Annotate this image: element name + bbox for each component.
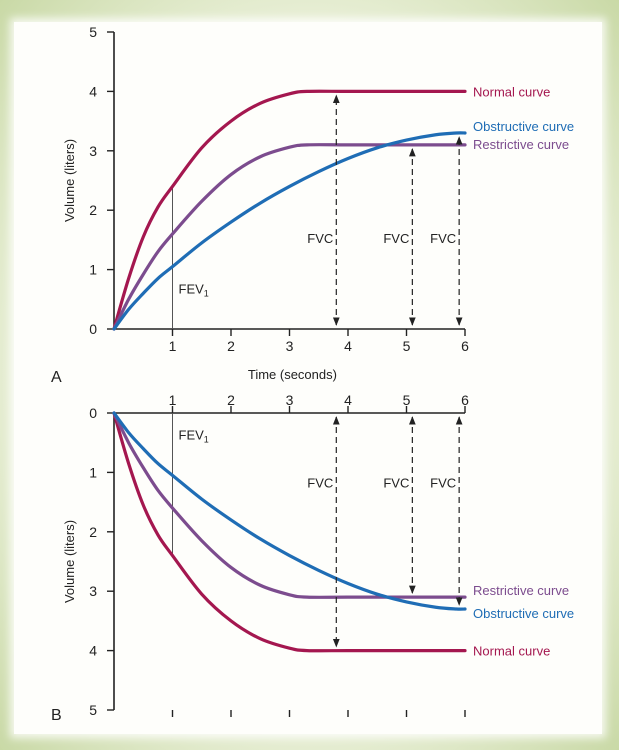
x-axis-label: Time (seconds) bbox=[248, 367, 337, 382]
series-normal-curve bbox=[112, 89, 467, 331]
x-tick-label: 3 bbox=[286, 338, 294, 354]
series-restrictive-curve bbox=[112, 411, 467, 599]
figure-panel bbox=[14, 22, 602, 734]
fvc-label: FVC bbox=[307, 475, 333, 490]
fev1-label-subscript: 1 bbox=[204, 288, 209, 298]
y-axis-label: Volume (liters) bbox=[62, 520, 77, 603]
series-restrictive-label: Restrictive curve bbox=[473, 583, 569, 598]
fev1-label-subscript: 1 bbox=[204, 435, 209, 445]
series-obstructive-label: Obstructive curve bbox=[473, 119, 574, 134]
y-tick-label: 5 bbox=[89, 702, 97, 718]
panel-label: A bbox=[51, 369, 62, 386]
x-tick-label: 2 bbox=[227, 392, 235, 408]
fvc-label: FVC bbox=[383, 231, 409, 246]
fev1-label-main: FEV bbox=[179, 428, 205, 443]
y-tick-label: 0 bbox=[89, 405, 97, 421]
y-axis-label: Volume (liters) bbox=[62, 139, 77, 222]
fvc-label: FVC bbox=[383, 475, 409, 490]
fev1-label-main: FEV bbox=[179, 281, 205, 296]
series-obstructive-label: Obstructive curve bbox=[473, 606, 574, 621]
y-tick-label: 2 bbox=[89, 524, 97, 540]
x-tick-label: 6 bbox=[461, 338, 469, 354]
series-normal-curve bbox=[112, 411, 467, 653]
x-tick-label: 5 bbox=[403, 338, 411, 354]
y-tick-label: 1 bbox=[89, 262, 97, 278]
series-obstructive-curve bbox=[112, 411, 467, 611]
x-tick-label: 5 bbox=[403, 392, 411, 408]
fvc-label: FVC bbox=[430, 231, 456, 246]
series-restrictive-curve bbox=[112, 143, 467, 331]
x-tick-label: 6 bbox=[461, 392, 469, 408]
series-obstructive-curve bbox=[112, 131, 467, 331]
x-tick-label: 3 bbox=[286, 392, 294, 408]
y-tick-label: 3 bbox=[89, 583, 97, 599]
x-tick-label: 1 bbox=[169, 392, 177, 408]
fev1-label: FEV1 bbox=[179, 281, 209, 298]
panel-label: B bbox=[51, 707, 62, 724]
y-tick-label: 3 bbox=[89, 143, 97, 159]
fvc-label: FVC bbox=[307, 231, 333, 246]
series-restrictive-label: Restrictive curve bbox=[473, 137, 569, 152]
chart-panel-a: 1 2 3 4 5 6 0 1 2 3 4 5 Volume (liters) Time (seconds… bbox=[51, 24, 574, 386]
y-tick-label: 2 bbox=[89, 202, 97, 218]
series-normal-label: Normal curve bbox=[473, 84, 550, 99]
x-tick-label: 4 bbox=[344, 392, 352, 408]
y-tick-label: 5 bbox=[89, 24, 97, 40]
y-tick-label: 0 bbox=[89, 321, 97, 337]
fev1-label: FEV1 bbox=[179, 428, 209, 445]
x-tick-label: 4 bbox=[344, 338, 352, 354]
series-normal-label: Normal curve bbox=[473, 644, 550, 659]
x-tick-label: 2 bbox=[227, 338, 235, 354]
y-tick-label: 4 bbox=[89, 643, 97, 659]
y-tick-label: 4 bbox=[89, 83, 97, 99]
x-tick-label: 1 bbox=[169, 338, 177, 354]
fvc-label: FVC bbox=[430, 475, 456, 490]
y-tick-label: 1 bbox=[89, 464, 97, 480]
